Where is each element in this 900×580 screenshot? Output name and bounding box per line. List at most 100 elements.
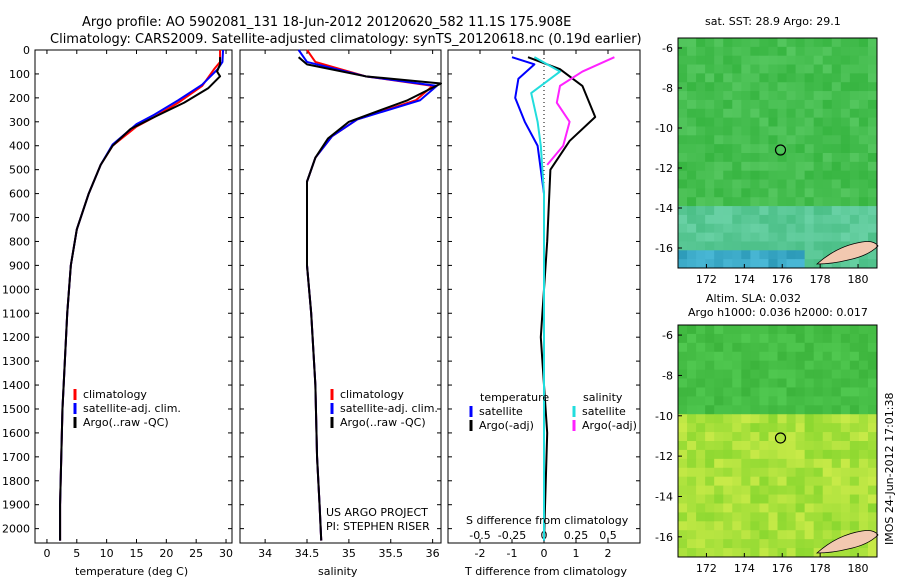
map-cell [732, 188, 742, 198]
map-cell [768, 414, 778, 424]
map-cell [786, 46, 797, 57]
map-cell [741, 405, 751, 415]
land-shape [815, 530, 879, 554]
map-cell [696, 414, 706, 424]
map-cell [858, 82, 869, 92]
map-cell [804, 108, 815, 119]
map-cell [705, 161, 715, 172]
map-cell [678, 494, 688, 504]
map-cell [696, 449, 706, 460]
map-cell [858, 144, 869, 154]
map-cell [768, 82, 778, 92]
map-cell [786, 360, 797, 371]
map-cell [786, 259, 797, 269]
map-cell [696, 91, 706, 101]
map-cell [840, 414, 851, 424]
map-cell [822, 405, 833, 415]
map-cell [750, 197, 760, 207]
map-cell [831, 179, 842, 189]
map-cell [678, 360, 688, 371]
map-cell [822, 135, 833, 145]
map-cell [822, 197, 833, 207]
map-cell [705, 548, 715, 558]
map-cell [732, 232, 742, 242]
map-cell [858, 396, 869, 406]
map-cell [714, 494, 724, 504]
map-cell [759, 360, 769, 371]
map-cell [795, 441, 806, 451]
map-cell [714, 64, 724, 74]
map-cell [714, 108, 724, 119]
map-cell [741, 485, 751, 496]
map-cell [777, 170, 788, 181]
sst-map-title: sat. SST: 28.9 Argo: 29.1 [705, 15, 841, 28]
map-cell [822, 503, 833, 513]
map-cell [777, 197, 788, 207]
map-cell [849, 351, 860, 362]
map-cell [723, 441, 733, 451]
map-cell [723, 188, 733, 198]
map-cell [687, 188, 697, 198]
map-cell [822, 161, 833, 172]
map-cell [705, 170, 715, 181]
legend-label: satellite-adj. clim. [83, 402, 181, 415]
map-cell [723, 153, 733, 163]
map-cell [840, 153, 851, 163]
map-cell [795, 241, 806, 251]
map-cell [795, 369, 806, 380]
x-tick-label: 10 [100, 547, 114, 560]
map-cell [732, 99, 742, 110]
map-cell [696, 396, 706, 406]
map-cell [678, 548, 688, 558]
map-cell [831, 378, 842, 388]
map-cell [831, 333, 842, 344]
map-cell [804, 423, 815, 433]
y-tick-label: 100 [9, 68, 30, 81]
map-cell [768, 206, 778, 216]
map-cell [741, 64, 751, 74]
map-cell [831, 467, 842, 478]
map-cell [750, 232, 760, 242]
map-cell [777, 342, 788, 353]
map-cell [777, 223, 788, 234]
map-cell [687, 179, 697, 189]
map-cell [768, 153, 778, 163]
map-cell [813, 432, 824, 442]
map-cell [678, 405, 688, 415]
map-cell [723, 64, 733, 74]
map-cell [840, 423, 851, 433]
legend-label: satellite-adj. clim. [340, 402, 438, 415]
map-cell [786, 241, 797, 251]
map-cell [750, 99, 760, 110]
map-cell [732, 82, 742, 92]
map-cell [849, 503, 860, 513]
map-cell [786, 38, 797, 48]
y-tick-label: 600 [9, 188, 30, 201]
map-cell [750, 378, 760, 388]
map-cell [804, 126, 815, 136]
map-cell [795, 135, 806, 145]
map-cell [768, 351, 778, 362]
map-frame [677, 324, 878, 558]
map-cell [687, 539, 697, 549]
map-cell [696, 117, 706, 127]
map-cell [750, 494, 760, 504]
map-cell [732, 55, 742, 66]
map-cell [795, 423, 806, 433]
map-cell [822, 485, 833, 496]
map-cell [777, 521, 788, 531]
map-cell [858, 214, 869, 225]
map-cell [714, 512, 724, 522]
map-cell [741, 333, 751, 344]
map-cell [759, 396, 769, 406]
map-cell [759, 108, 769, 119]
map-cell [858, 188, 869, 198]
map-cell [714, 467, 724, 478]
series-line [59, 57, 222, 541]
map-cell [867, 342, 878, 353]
map-cell [813, 539, 824, 549]
map-cell [732, 387, 742, 397]
map-cell [831, 530, 842, 540]
map-cell [678, 485, 688, 496]
map-cell [813, 117, 824, 127]
